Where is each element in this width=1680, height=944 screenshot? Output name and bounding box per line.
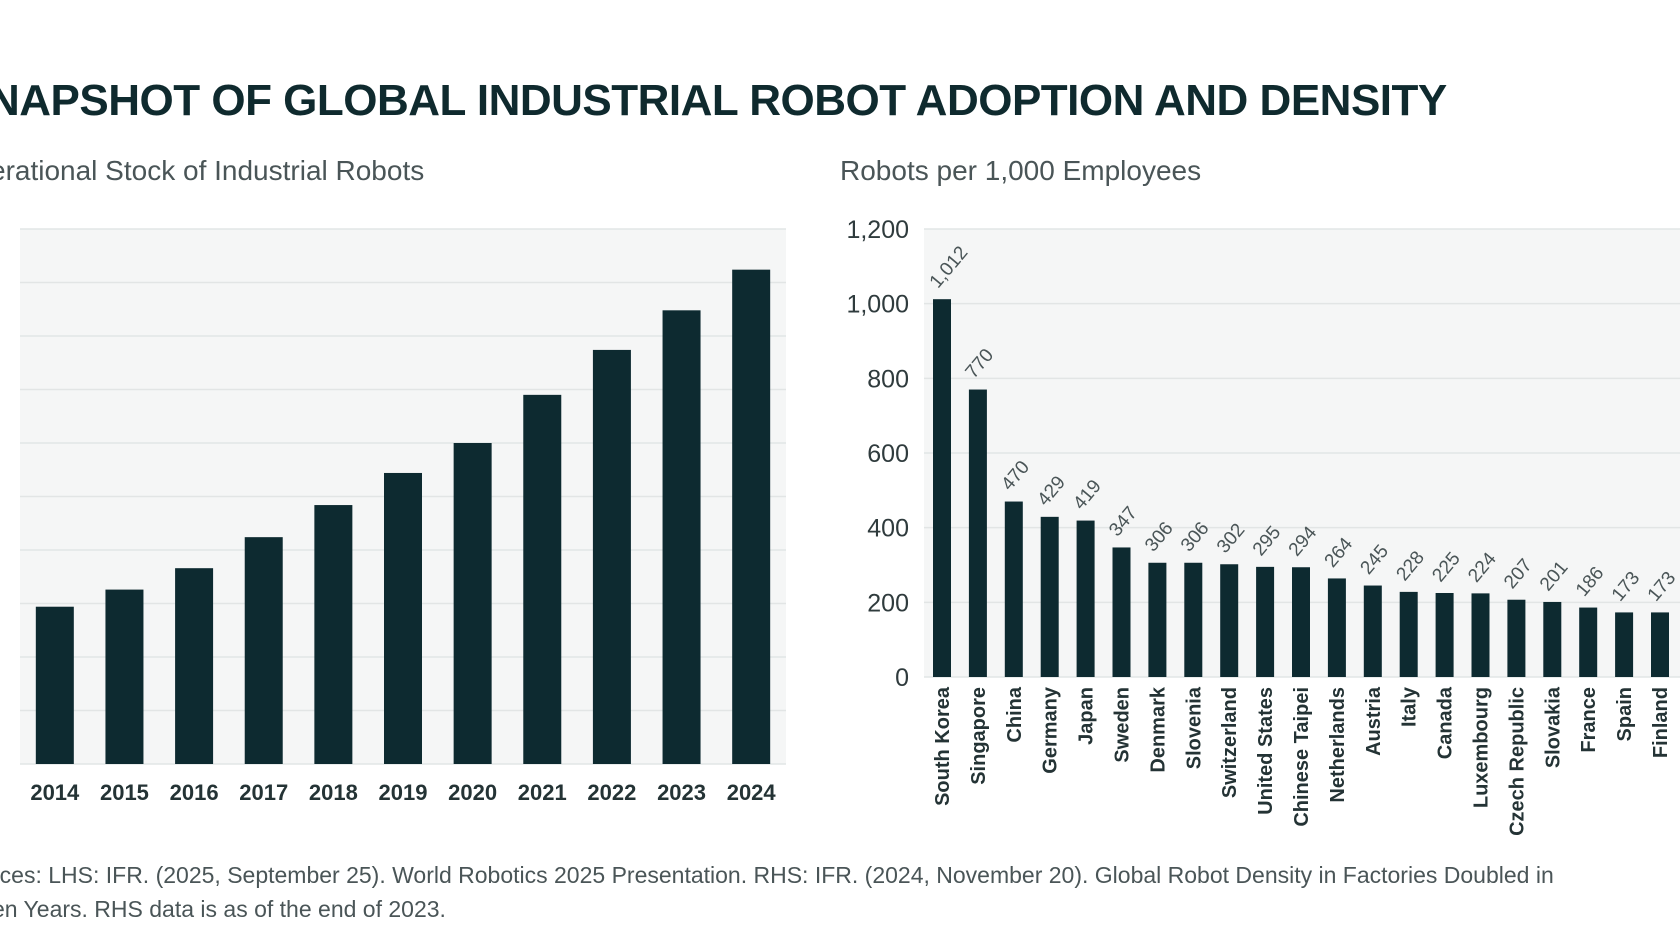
x-tick-label: Sweden: [1112, 687, 1134, 763]
x-tick-label: 2015: [100, 780, 149, 805]
bar: [1507, 599, 1526, 677]
x-tick-label: France: [1578, 687, 1600, 753]
bar: [35, 606, 74, 764]
bar: [453, 443, 492, 764]
bar: [175, 568, 214, 764]
x-tick-label: Spain: [1614, 687, 1636, 741]
x-tick-label: China: [1004, 686, 1026, 742]
bar: [1435, 593, 1454, 677]
bar: [1004, 501, 1023, 677]
x-tick-label: 2022: [587, 780, 636, 805]
bar: [1040, 516, 1059, 677]
x-tick-label: 2018: [309, 780, 358, 805]
source-note: rces: LHS: IFR. (2025, September 25). Wo…: [0, 858, 1680, 926]
x-tick-label: Slovenia: [1183, 686, 1205, 769]
x-tick-label: Slovakia: [1542, 686, 1564, 768]
y-tick-label: 400: [867, 515, 909, 543]
source-note-line-2: en Years. RHS data is as of the end of 2…: [0, 896, 446, 922]
bar: [314, 505, 353, 764]
bar: [523, 394, 562, 764]
bar: [1184, 562, 1203, 677]
bar: [592, 349, 631, 764]
bar: [933, 299, 951, 677]
x-tick-label: Luxembourg: [1471, 687, 1493, 808]
y-tick-label: 0: [895, 664, 909, 692]
y-tick-label: 200: [867, 589, 909, 617]
bar: [1112, 547, 1131, 677]
y-tick-label: 800: [867, 365, 909, 393]
x-tick-label: 2017: [239, 780, 288, 805]
bar: [105, 589, 144, 764]
bar: [384, 472, 422, 764]
x-tick-label: 2021: [518, 780, 567, 805]
x-tick-label: Japan: [1076, 687, 1098, 745]
x-tick-label: 2016: [170, 780, 219, 805]
x-tick-label: Czech Republic: [1506, 687, 1528, 836]
y-tick-label: 600: [867, 440, 909, 468]
source-note-line-1: rces: LHS: IFR. (2025, September 25). Wo…: [0, 862, 1554, 888]
x-tick-label: 2020: [448, 780, 497, 805]
x-tick-label: Switzerland: [1219, 687, 1241, 798]
x-tick-label: Austria: [1363, 686, 1385, 756]
x-tick-label: Canada: [1435, 686, 1457, 759]
bar: [1363, 585, 1382, 677]
bar: [1399, 591, 1418, 677]
bar: [1651, 612, 1669, 677]
bar: [662, 310, 701, 764]
bar: [1076, 520, 1095, 677]
x-tick-label: Singapore: [968, 687, 990, 785]
x-tick-label: Germany: [1040, 686, 1062, 774]
bar: [1543, 601, 1562, 677]
x-tick-label: 2019: [379, 780, 428, 805]
y-tick-label: 1,200: [846, 216, 909, 244]
bar: [1148, 562, 1167, 677]
x-tick-label: Netherlands: [1327, 687, 1349, 803]
x-tick-label: 2024: [727, 780, 777, 805]
bar: [1471, 593, 1490, 677]
bar: [968, 389, 987, 677]
bar: [1579, 607, 1598, 677]
bar: [1292, 567, 1310, 677]
x-tick-label: 2023: [657, 780, 706, 805]
left-chart-title: erational Stock of Industrial Robots: [0, 155, 425, 186]
x-tick-label: Finland: [1650, 687, 1672, 758]
bar: [732, 269, 771, 764]
x-tick-label: South Korea: [932, 686, 954, 806]
x-tick-label: 2014: [30, 780, 80, 805]
bar: [1256, 566, 1275, 677]
bar: [1615, 612, 1634, 677]
y-tick-label: 1,000: [846, 291, 909, 319]
right-chart-title: Robots per 1,000 Employees: [840, 155, 1202, 186]
bar: [1327, 578, 1346, 677]
bar: [1220, 564, 1239, 677]
robot-stock-chart: MMMMMMMMMMM20142015201620172018201920202…: [20, 228, 786, 805]
page-title: NAPSHOT OF GLOBAL INDUSTRIAL ROBOT ADOPT…: [0, 76, 1447, 125]
x-tick-label: Denmark: [1147, 686, 1169, 772]
x-tick-label: Italy: [1399, 686, 1421, 727]
x-tick-label: United States: [1255, 687, 1277, 815]
bar: [244, 537, 283, 764]
x-tick-label: Chinese Taipei: [1291, 687, 1313, 827]
